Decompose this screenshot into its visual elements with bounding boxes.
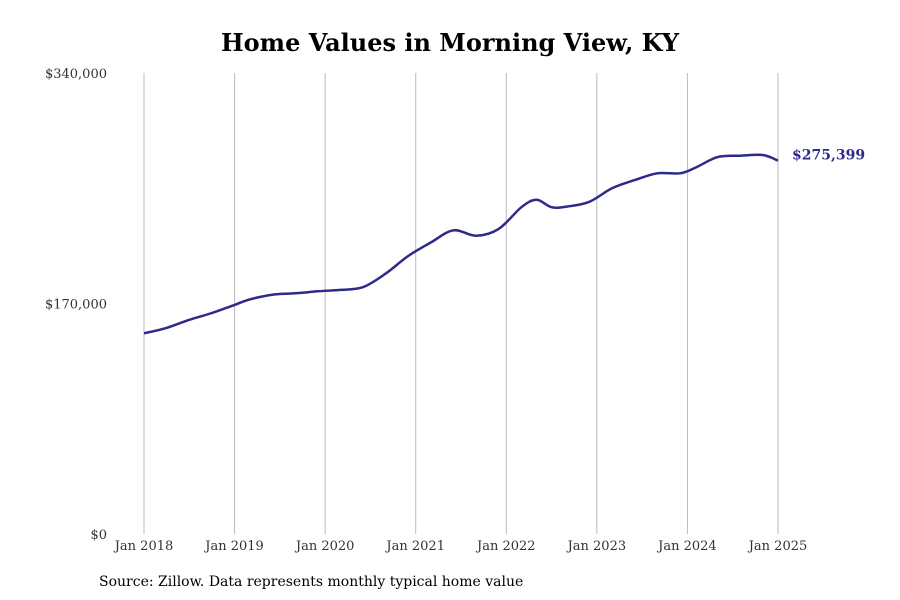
x-axis-tick-labels: Jan 2018 Jan 2019 Jan 2020 Jan 2021 Jan 2022… bbox=[113, 539, 808, 554]
x-tick-label: Jan 2021 bbox=[384, 539, 445, 554]
series-line-home-value bbox=[143, 153, 779, 335]
x-tick-label: Jan 2019 bbox=[203, 539, 264, 554]
x-tick-label: Jan 2020 bbox=[294, 539, 355, 554]
x-tick-label: Jan 2024 bbox=[656, 539, 717, 554]
grid-lines bbox=[143, 73, 779, 534]
y-tick-label: $170,000 bbox=[45, 298, 107, 313]
y-tick-label: $340,000 bbox=[45, 67, 107, 82]
x-tick-label: Jan 2025 bbox=[747, 539, 808, 554]
end-value-label: $275,399 bbox=[792, 148, 865, 164]
y-tick-label: $0 bbox=[90, 528, 107, 543]
source-note: Source: Zillow. Data represents monthly … bbox=[99, 574, 524, 590]
y-axis-tick-labels: $0 $170,000 $340,000 bbox=[45, 67, 107, 543]
x-tick-label: Jan 2023 bbox=[566, 539, 627, 554]
x-tick-label: Jan 2022 bbox=[475, 539, 536, 554]
x-tick-label: Jan 2018 bbox=[113, 539, 174, 554]
chart-title: Home Values in Morning View, KY bbox=[220, 28, 679, 57]
